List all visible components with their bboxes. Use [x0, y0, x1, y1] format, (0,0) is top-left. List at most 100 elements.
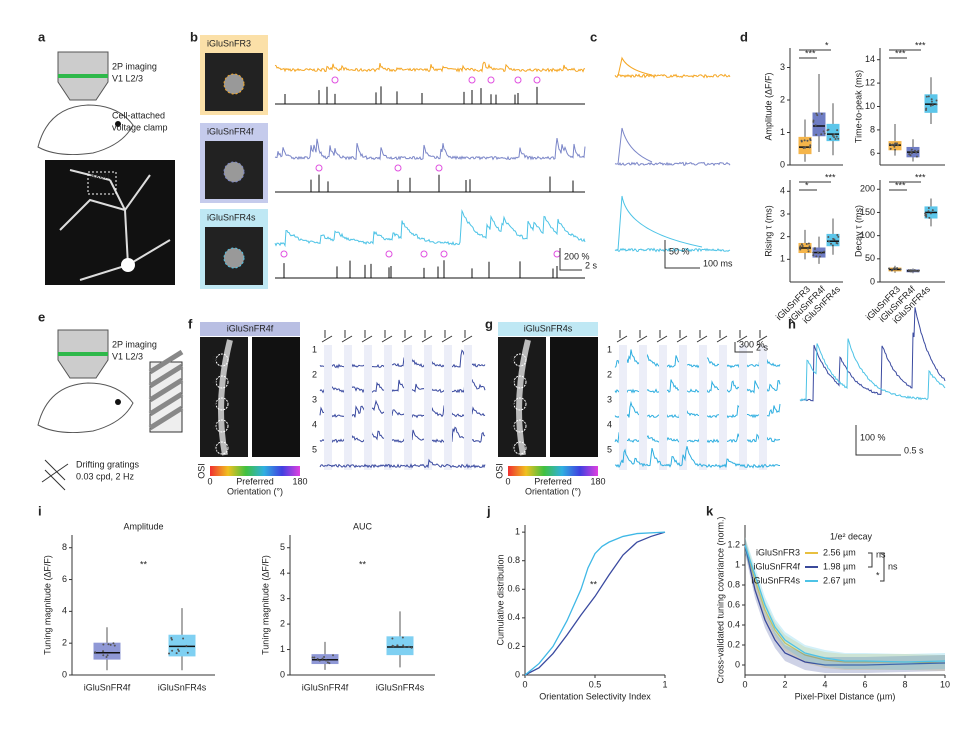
- point: [892, 268, 895, 271]
- stim-band: [639, 345, 647, 470]
- point: [112, 642, 115, 645]
- point: [827, 236, 830, 239]
- point: [820, 112, 823, 115]
- y-tick-label: 0.2: [507, 641, 520, 651]
- spike-marker: [533, 76, 541, 84]
- y-tick-label: 2: [780, 94, 785, 104]
- label: iGluSnFR4f: [84, 682, 131, 692]
- dendrites: [59, 169, 171, 281]
- label: ns: [888, 561, 898, 571]
- point: [889, 147, 892, 150]
- point: [804, 146, 807, 149]
- orientation-icon: [461, 330, 473, 343]
- label: 3: [312, 394, 317, 404]
- scale-bar: [559, 248, 582, 271]
- point: [170, 637, 173, 640]
- y-tick-label: 1: [735, 559, 740, 569]
- point: [890, 143, 893, 146]
- point: [186, 651, 189, 654]
- point: [888, 143, 891, 146]
- label: ***: [895, 48, 906, 58]
- y-tick-label: 200: [860, 184, 875, 194]
- point: [910, 152, 913, 155]
- point: [931, 104, 934, 107]
- point: [808, 146, 811, 149]
- y-tick-label: 0: [870, 276, 875, 286]
- label: 200 %: [564, 251, 590, 261]
- orientation-icon: [756, 330, 768, 343]
- label: 3: [510, 398, 515, 408]
- point: [832, 237, 835, 240]
- orientation-icon: [676, 330, 688, 343]
- point: [896, 144, 899, 147]
- label: iGluSnFR4s: [751, 575, 800, 585]
- stim-band: [679, 345, 687, 470]
- y-tick-label: 0.4: [507, 612, 520, 622]
- image-color: [550, 337, 598, 457]
- y-tick-label: 0.6: [507, 584, 520, 594]
- point: [813, 248, 816, 251]
- y-tick-label: 100: [860, 230, 875, 240]
- point: [915, 155, 918, 158]
- roi: [215, 375, 229, 389]
- point: [890, 269, 893, 272]
- point: [113, 644, 116, 647]
- point: [917, 269, 920, 272]
- label: *: [876, 570, 880, 580]
- colorbar: [508, 466, 598, 476]
- point: [815, 112, 818, 115]
- image: [45, 160, 175, 285]
- y-tick-label: 4: [280, 568, 285, 578]
- sig-bracket: [889, 49, 921, 59]
- point: [925, 214, 928, 217]
- y-tick-label: 12: [865, 77, 875, 87]
- orientation-icon: [696, 330, 708, 343]
- point: [835, 241, 838, 244]
- point: [391, 644, 394, 647]
- point: [836, 233, 839, 236]
- spike-marker: [280, 250, 288, 258]
- label: 4: [607, 419, 612, 429]
- cell: [223, 73, 245, 95]
- label: 0.5: [589, 679, 602, 689]
- point: [102, 654, 105, 657]
- label: iGluSnFR4f: [753, 561, 800, 571]
- y-tick-label: 50: [865, 253, 875, 263]
- point: [182, 637, 185, 640]
- roi: [513, 419, 527, 433]
- label: 2P imaging: [112, 61, 157, 71]
- stim-band: [619, 345, 627, 470]
- label: 100 %: [860, 432, 886, 442]
- band: [745, 537, 945, 670]
- y-tick-label: 0: [62, 669, 67, 679]
- point: [171, 649, 174, 652]
- colorbar: [210, 466, 300, 476]
- stripe: [148, 405, 184, 431]
- sig-bracket: [889, 181, 921, 191]
- label: 1: [607, 344, 612, 354]
- point: [831, 134, 834, 137]
- stim-band: [739, 345, 747, 470]
- orientation-icon: [636, 330, 648, 343]
- point: [909, 154, 912, 157]
- label: 6: [862, 679, 867, 689]
- stim-band: [384, 345, 392, 470]
- point: [328, 662, 331, 665]
- y-tick-label: 0.8: [507, 555, 520, 565]
- point: [925, 109, 928, 112]
- line: [744, 544, 946, 663]
- point: [833, 133, 836, 136]
- y-label: Cross-validated tuning covariance (norm.…: [715, 516, 725, 683]
- stim-band: [444, 345, 452, 470]
- label: 3: [607, 394, 612, 404]
- label: 1/e² decay: [830, 531, 873, 541]
- label: 2: [607, 369, 612, 379]
- label: **: [590, 579, 598, 589]
- label: 1: [312, 344, 317, 354]
- spike-marker: [440, 250, 448, 258]
- stim-band: [699, 345, 707, 470]
- label: *: [805, 180, 809, 190]
- label: 1: [662, 679, 667, 689]
- roi: [513, 397, 527, 411]
- y-label: Decay τ (ms): [853, 205, 863, 257]
